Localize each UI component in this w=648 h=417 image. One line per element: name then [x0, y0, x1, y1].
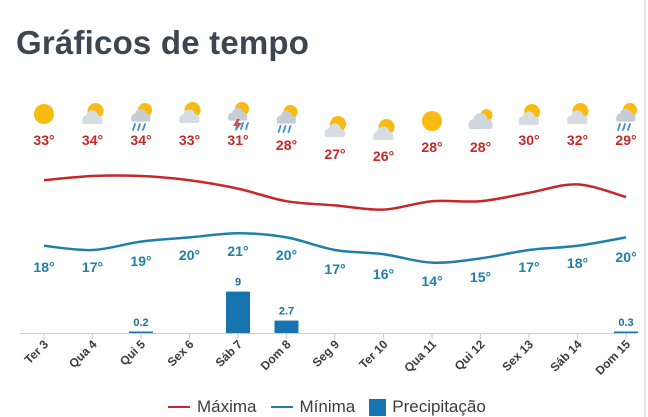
precip-bar — [274, 320, 299, 333]
partly-cloudy-icon — [179, 102, 201, 123]
x-tick-label: Qua 4 — [66, 337, 100, 371]
max-temp-label: 34° — [82, 132, 103, 148]
rain-shower-icon — [131, 103, 152, 131]
legend-item-max[interactable]: Máxima — [168, 397, 257, 417]
x-tick-label: Sex 6 — [165, 337, 197, 369]
legend-item-precip[interactable]: Precipitação — [369, 397, 486, 417]
partly-cloudy-icon — [518, 104, 540, 125]
partly-cloudy-icon — [82, 103, 104, 124]
min-temp-label: 16° — [373, 266, 394, 282]
min-temp-label: 14° — [421, 273, 442, 289]
legend-label-max: Máxima — [197, 397, 257, 416]
rain-shower-icon — [616, 103, 637, 131]
x-tick-label: Sáb 7 — [213, 337, 246, 370]
legend-swatch-precip — [369, 398, 387, 416]
min-temp-label: 17° — [324, 261, 345, 277]
min-temp-label: 17° — [518, 259, 539, 275]
min-temp-label: 19° — [130, 253, 151, 269]
thunderstorm-icon — [228, 102, 249, 132]
min-temp-label: 20° — [276, 247, 297, 263]
partly-cloudy-icon — [324, 116, 346, 137]
precip-label: 0.2 — [133, 317, 148, 329]
cloudy-icon — [468, 109, 493, 129]
legend-label-min: Mínima — [299, 397, 356, 416]
min-temp-label: 15° — [470, 269, 491, 285]
max-temp-label: 27° — [324, 146, 345, 162]
max-temp-label: 30° — [518, 132, 539, 148]
x-tick-label: Ter 10 — [356, 337, 391, 372]
legend-swatch-max — [168, 405, 190, 409]
x-tick-label: Qua 11 — [401, 337, 439, 375]
x-tick-label: Sex 13 — [499, 337, 536, 374]
max-temp-label: 29° — [615, 132, 636, 148]
max-temp-label: 28° — [470, 139, 491, 155]
legend-label-precip: Precipitação — [392, 397, 486, 416]
min-temp-label: 20° — [179, 247, 200, 263]
x-tick-label: Dom 8 — [258, 337, 294, 373]
weather-chart: 33° 34° 34° 33° 31° 28° 27° 26° 28° 28° 30° 32° 29° 1… — [20, 102, 638, 378]
precip-bar — [614, 331, 638, 333]
x-tick-label: Dom 15 — [593, 337, 634, 378]
precip-label: 2.7 — [279, 306, 294, 318]
max-temp-label: 33° — [33, 132, 54, 148]
x-tick-label: Qui 12 — [452, 337, 488, 373]
max-temp-label: 26° — [373, 148, 394, 164]
min-temp-label: 17° — [82, 259, 103, 275]
max-temp-label: 28° — [421, 139, 442, 155]
min-temp-line — [43, 231, 627, 264]
legend-item-min[interactable]: Mínima — [270, 397, 356, 417]
min-temp-label: 18° — [567, 255, 588, 271]
x-tick-label: Seg 9 — [310, 337, 343, 370]
sun-icon — [34, 104, 54, 124]
legend-swatch-min — [270, 405, 293, 409]
min-temp-label: 21° — [227, 243, 248, 259]
min-temp-label: 18° — [33, 259, 54, 275]
partly-cloudy-icon — [373, 119, 395, 140]
rain-shower-icon — [276, 105, 298, 133]
page-title: Gráficos de tempo — [16, 24, 310, 61]
sun-icon — [422, 111, 442, 131]
precip-label: 0.3 — [618, 317, 633, 329]
max-temp-label: 31° — [227, 132, 248, 148]
precip-bar — [226, 291, 250, 333]
x-tick-label: Sáb 14 — [547, 337, 584, 374]
max-temp-label: 32° — [567, 132, 588, 148]
precip-label: 9 — [235, 277, 241, 289]
x-tick-label: Ter 3 — [22, 337, 52, 367]
max-temp-label: 28° — [276, 137, 297, 153]
min-temp-label: 20° — [615, 249, 636, 265]
legend: Máxima Mínima Precipitação — [168, 397, 500, 417]
max-temp-label: 33° — [179, 132, 200, 148]
max-temp-label: 34° — [130, 132, 151, 148]
precip-bar — [129, 331, 153, 333]
x-tick-label: Qui 5 — [117, 337, 148, 368]
partly-cloudy-icon — [567, 103, 589, 124]
max-temp-line — [43, 174, 627, 211]
